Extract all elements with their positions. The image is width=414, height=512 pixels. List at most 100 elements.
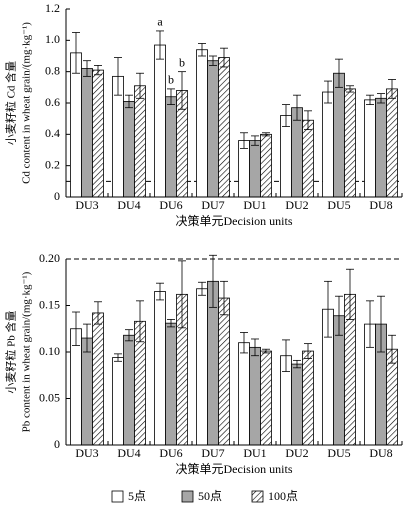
error-bar: [178, 260, 186, 329]
error-bar: [293, 359, 301, 369]
error-bar: [72, 32, 80, 74]
error-bar: [94, 65, 102, 76]
error-bar: [167, 88, 175, 105]
bar: [344, 88, 356, 198]
bar: [81, 337, 93, 446]
x-tick-label: DU1: [243, 198, 266, 212]
bar: [154, 44, 166, 198]
bar: [386, 348, 398, 446]
x-tick-label: DU1: [243, 446, 266, 460]
y-tick-label: 0: [54, 189, 60, 203]
error-bar: [251, 338, 259, 357]
error-bar: [136, 300, 144, 343]
x-tick-label: DU3: [75, 198, 98, 212]
bar: [249, 346, 261, 446]
bar: [70, 52, 82, 198]
bar: [218, 297, 230, 446]
error-bar: [304, 343, 312, 359]
annotation: b: [168, 73, 174, 87]
bar: [322, 91, 334, 198]
error-bar: [335, 295, 343, 336]
error-bar: [366, 94, 374, 105]
x-tick-label: DU6: [159, 446, 182, 460]
error-bar: [282, 104, 290, 127]
error-bar: [388, 79, 396, 99]
y-axis-label: 小麦籽粒 Cd 含量: [4, 61, 18, 145]
error-bar: [83, 60, 91, 77]
error-bar: [94, 301, 102, 325]
error-bar: [114, 353, 122, 362]
error-bar: [388, 334, 396, 364]
bar: [70, 328, 82, 446]
y-tick-label: 0.05: [39, 390, 60, 404]
bar: [386, 88, 398, 198]
x-tick-label: DU8: [369, 198, 392, 212]
error-bar: [293, 94, 301, 121]
y-tick-label: 0.2: [45, 157, 60, 171]
error-bar: [304, 110, 312, 131]
bar: [302, 119, 314, 198]
bar: [302, 350, 314, 446]
y-tick-label: 0.6: [45, 95, 60, 109]
bar: [238, 140, 250, 198]
error-bar: [282, 339, 290, 372]
y-tick-label: 0.4: [45, 126, 60, 140]
bar: [249, 140, 261, 198]
bar: [134, 85, 146, 198]
x-axis-label: 决策单元Decision units: [176, 214, 293, 228]
error-bar: [324, 280, 332, 338]
bar: [291, 363, 303, 446]
bar: [280, 115, 292, 198]
y-tick-label: 0.15: [39, 297, 60, 311]
x-tick-label: DU8: [369, 446, 392, 460]
bar: [154, 291, 166, 446]
legend-swatch: [251, 490, 264, 503]
bar: [112, 357, 124, 446]
error-bar: [240, 332, 248, 354]
error-bar: [114, 57, 122, 96]
error-bar: [324, 80, 332, 104]
x-tick-label: DU5: [327, 446, 350, 460]
bar: [333, 72, 345, 198]
error-bar: [136, 72, 144, 99]
y-axis-label: Cd content in wheat grain/(mg·kg⁻¹): [21, 22, 33, 184]
error-bar: [198, 43, 206, 57]
error-bar: [220, 47, 228, 68]
error-bar: [209, 254, 217, 308]
bar: [165, 322, 177, 446]
error-bar: [198, 281, 206, 296]
error-bar: [209, 55, 217, 66]
bar: [123, 101, 135, 198]
error-bar: [156, 282, 164, 301]
error-bar: [377, 295, 385, 353]
error-bar: [125, 329, 133, 342]
legend-label: 5点: [128, 489, 146, 503]
bar: [196, 49, 208, 198]
annotation: a: [157, 15, 163, 29]
bar: [218, 57, 230, 198]
legend-swatch: [181, 490, 194, 503]
error-bar: [262, 348, 270, 354]
bar: [165, 96, 177, 198]
error-bar: [220, 280, 228, 316]
bar: [207, 60, 219, 198]
error-bar: [335, 58, 343, 88]
x-tick-label: DU2: [285, 446, 308, 460]
error-bar: [346, 85, 354, 93]
error-bar: [167, 319, 175, 328]
y-tick-label: 1.2: [45, 1, 60, 15]
legend-swatch: [111, 490, 124, 503]
error-bar: [72, 311, 80, 346]
bar: [375, 97, 387, 198]
x-tick-label: DU2: [285, 198, 308, 212]
error-bar: [125, 94, 133, 109]
error-bar: [377, 93, 385, 104]
bar: [196, 288, 208, 446]
x-tick-label: DU3: [75, 446, 98, 460]
error-bar: [366, 300, 374, 348]
error-bar: [346, 268, 354, 320]
x-axis-label: 决策单元Decision units: [176, 462, 293, 476]
x-tick-label: DU7: [201, 446, 224, 460]
error-bar: [262, 132, 270, 137]
